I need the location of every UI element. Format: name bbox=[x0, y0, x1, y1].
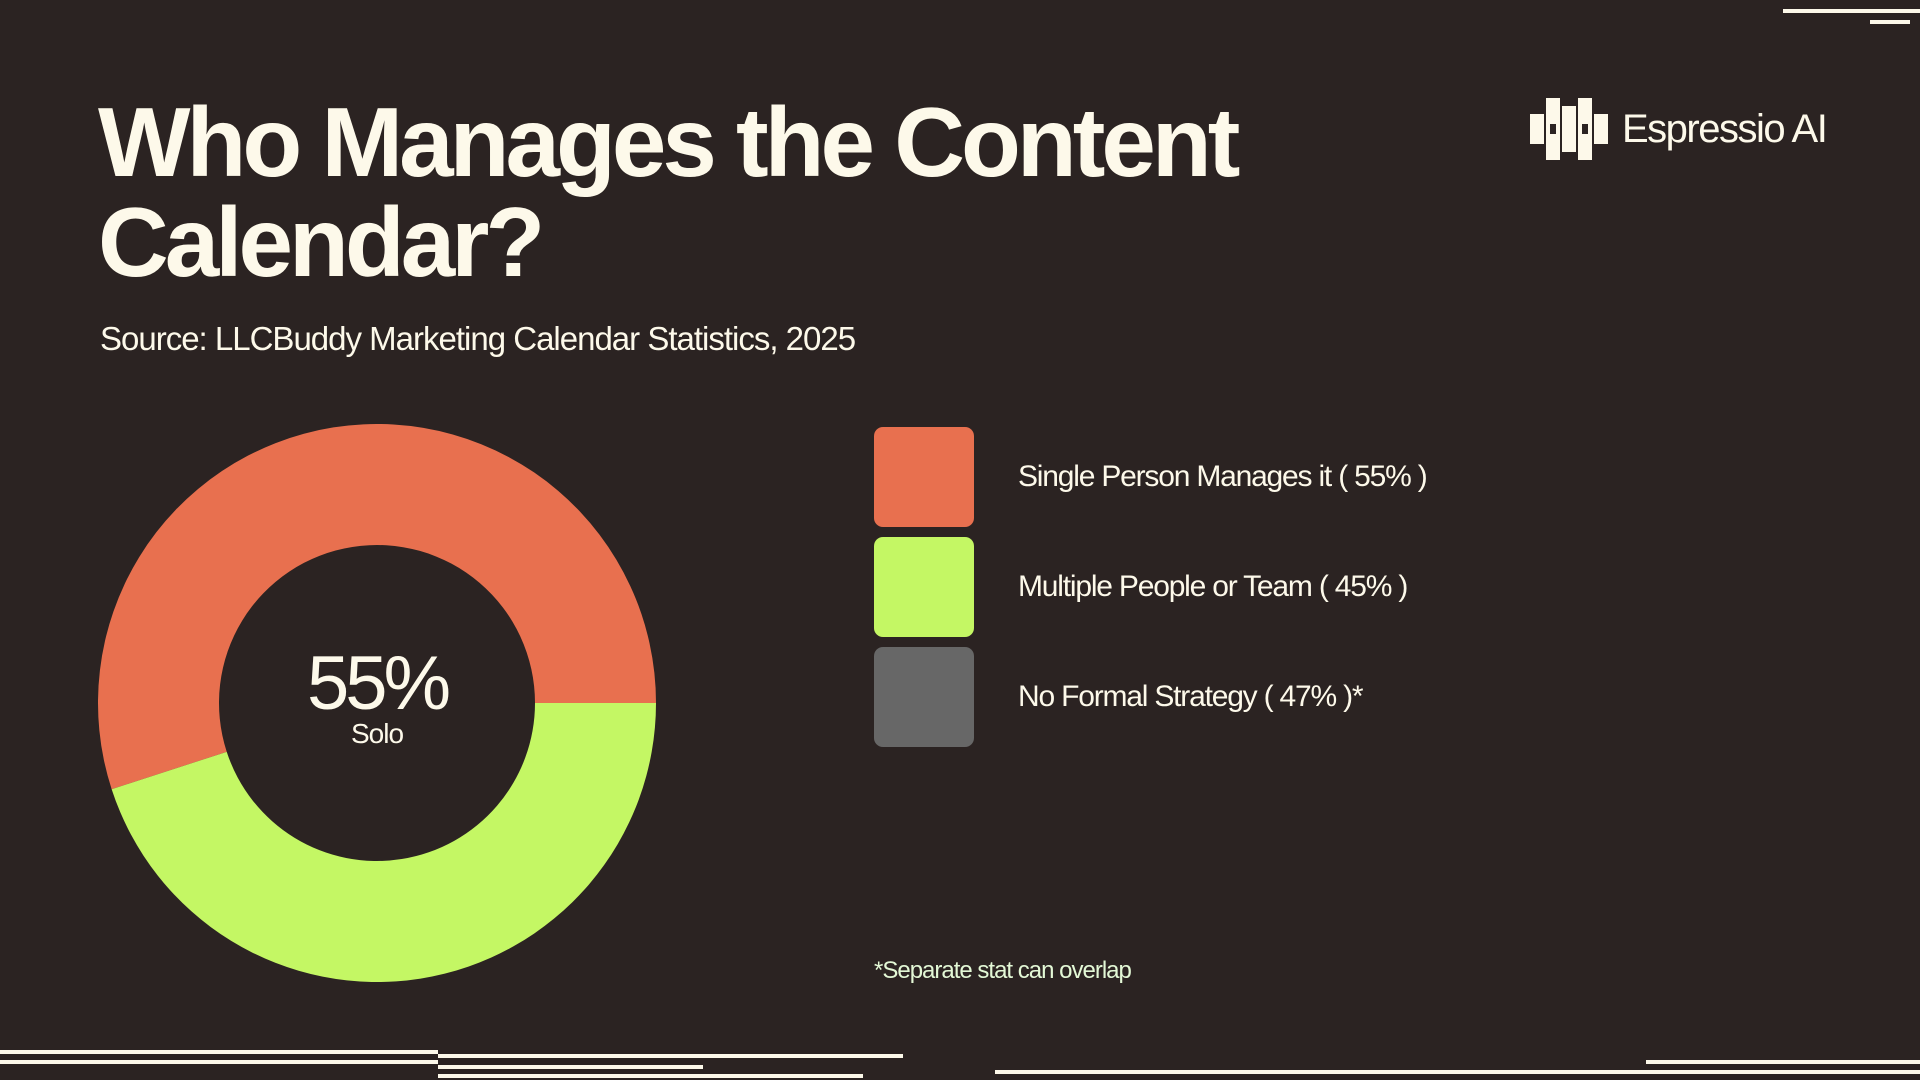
brand-logo: Espressio AI bbox=[1530, 98, 1828, 160]
donut-slice-team bbox=[111, 703, 656, 982]
chart-legend: Single Person Manages it ( 55% ) Multipl… bbox=[874, 427, 1428, 757]
espressio-logo-icon bbox=[1530, 98, 1608, 160]
legend-item-single-person: Single Person Manages it ( 55% ) bbox=[874, 427, 1428, 527]
slide-title: Who Manages the Content Calendar? bbox=[98, 87, 1240, 297]
legend-swatch-team bbox=[874, 537, 974, 637]
legend-swatch-no-formal-strategy bbox=[874, 647, 974, 747]
legend-label-single-person: Single Person Manages it ( 55% ) bbox=[1018, 460, 1428, 493]
footnote: *Separate stat can overlap bbox=[874, 957, 1132, 984]
donut-slice-single-person bbox=[98, 424, 656, 790]
legend-label-no-formal-strategy: No Formal Strategy ( 47% )* bbox=[1018, 680, 1364, 713]
brand-name: Espressio AI bbox=[1622, 106, 1828, 151]
donut-chart bbox=[98, 424, 656, 982]
donut-center-value: 55% bbox=[306, 641, 451, 726]
source-subtitle: Source: LLCBuddy Marketing Calendar Stat… bbox=[100, 320, 856, 357]
legend-swatch-single-person bbox=[874, 427, 974, 527]
legend-item-no-formal-strategy: No Formal Strategy ( 47% )* bbox=[874, 647, 1427, 747]
donut-center-label: Solo bbox=[350, 718, 404, 749]
legend-item-team: Multiple People or Team ( 45% ) bbox=[874, 537, 1427, 637]
legend-label-team: Multiple People or Team ( 45% ) bbox=[1018, 570, 1408, 603]
